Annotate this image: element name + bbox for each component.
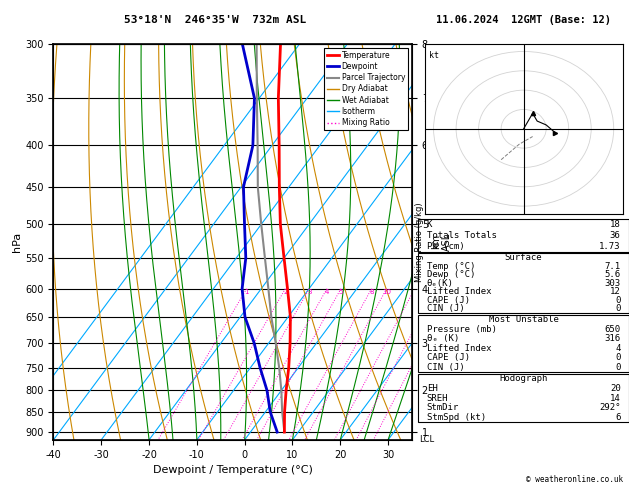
Text: PW (cm): PW (cm): [426, 242, 464, 251]
Text: Lifted Index: Lifted Index: [426, 344, 491, 353]
Text: 36: 36: [610, 231, 621, 240]
Text: kt: kt: [429, 52, 439, 60]
Text: 1: 1: [245, 289, 249, 295]
Bar: [418, 314, 629, 372]
Text: 1.73: 1.73: [599, 242, 621, 251]
Text: EH: EH: [426, 384, 437, 393]
Text: 0: 0: [615, 353, 621, 362]
Text: CAPE (J): CAPE (J): [426, 353, 470, 362]
Bar: [418, 253, 629, 313]
Text: 14: 14: [610, 394, 621, 402]
Text: 0: 0: [615, 304, 621, 313]
Text: Pressure (mb): Pressure (mb): [426, 325, 496, 333]
X-axis label: Dewpoint / Temperature (°C): Dewpoint / Temperature (°C): [153, 465, 313, 475]
Text: © weatheronline.co.uk: © weatheronline.co.uk: [526, 474, 623, 484]
Text: 53°18'N  246°35'W  732m ASL: 53°18'N 246°35'W 732m ASL: [124, 15, 306, 25]
Y-axis label: km
ASL: km ASL: [431, 233, 452, 251]
Text: 8: 8: [369, 289, 374, 295]
Text: SREH: SREH: [426, 394, 448, 402]
Text: LCL: LCL: [419, 435, 434, 444]
Text: Hodograph: Hodograph: [499, 374, 548, 383]
Text: Temp (°C): Temp (°C): [426, 262, 475, 271]
Text: 4: 4: [615, 344, 621, 353]
Legend: Temperature, Dewpoint, Parcel Trajectory, Dry Adiabat, Wet Adiabat, Isotherm, Mi: Temperature, Dewpoint, Parcel Trajectory…: [324, 48, 408, 130]
Text: 11.06.2024  12GMT (Base: 12): 11.06.2024 12GMT (Base: 12): [436, 15, 611, 25]
Text: CAPE (J): CAPE (J): [426, 296, 470, 305]
Text: 4: 4: [325, 289, 329, 295]
Text: Surface: Surface: [505, 253, 542, 262]
Text: StmDir: StmDir: [426, 403, 459, 412]
Text: Dewp (°C): Dewp (°C): [426, 270, 475, 279]
Text: 3: 3: [307, 289, 311, 295]
Bar: [418, 219, 629, 252]
Text: K: K: [426, 220, 432, 229]
Text: 292°: 292°: [599, 403, 621, 412]
Text: 5.6: 5.6: [604, 270, 621, 279]
Text: Most Unstable: Most Unstable: [489, 315, 559, 324]
Text: 18: 18: [610, 220, 621, 229]
Text: 5: 5: [339, 289, 343, 295]
Text: Mixing Ratio (g/kg): Mixing Ratio (g/kg): [415, 202, 424, 281]
Text: 7.1: 7.1: [604, 262, 621, 271]
Text: Lifted Index: Lifted Index: [426, 287, 491, 296]
Text: CIN (J): CIN (J): [426, 304, 464, 313]
Text: 6: 6: [615, 413, 621, 422]
Text: θₑ (K): θₑ (K): [426, 334, 459, 343]
Text: CIN (J): CIN (J): [426, 363, 464, 372]
Y-axis label: hPa: hPa: [13, 232, 23, 252]
Text: θₑ(K): θₑ(K): [426, 279, 454, 288]
Text: 303: 303: [604, 279, 621, 288]
Text: 316: 316: [604, 334, 621, 343]
Text: 2: 2: [283, 289, 287, 295]
Bar: [418, 374, 629, 422]
Text: 12: 12: [610, 287, 621, 296]
Text: 20: 20: [610, 384, 621, 393]
Text: 10: 10: [382, 289, 391, 295]
Text: 0: 0: [615, 296, 621, 305]
Text: 0: 0: [615, 363, 621, 372]
Text: Totals Totals: Totals Totals: [426, 231, 496, 240]
Text: 650: 650: [604, 325, 621, 333]
Text: StmSpd (kt): StmSpd (kt): [426, 413, 486, 422]
